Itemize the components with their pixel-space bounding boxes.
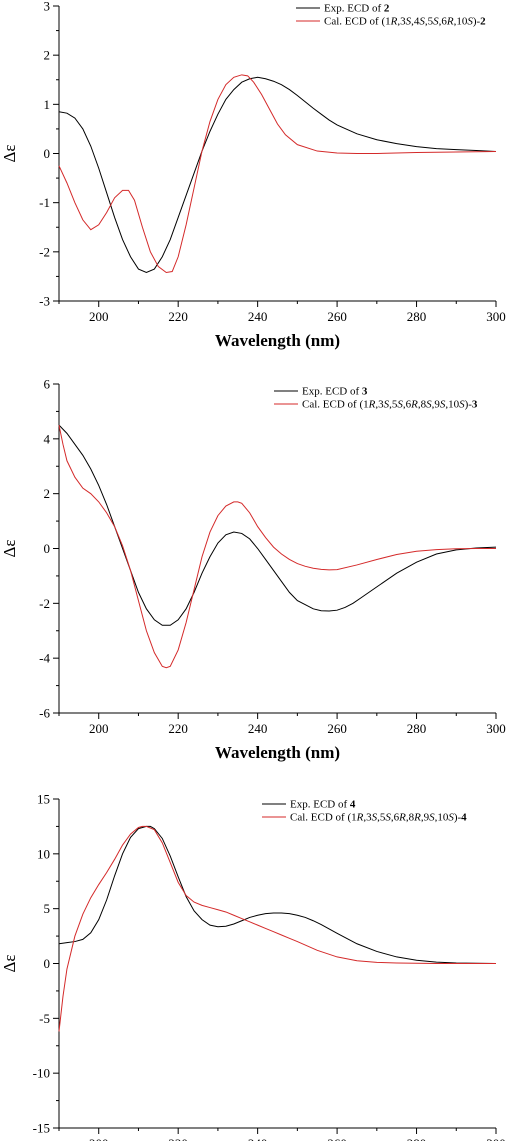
x-axis-title: Wavelength (nm) <box>215 331 340 350</box>
legend-entry-2: Cal. ECD of (1R,3S,4S,5S,6R,10S)-2 <box>324 16 486 28</box>
y-tick-label: 10 <box>37 846 50 861</box>
y-tick-label: -5 <box>39 1011 50 1026</box>
y-tick-label: 4 <box>44 431 51 446</box>
x-tick-label: 200 <box>89 1136 109 1141</box>
x-tick-label: 260 <box>327 721 347 736</box>
y-tick-label: 0 <box>44 956 51 971</box>
x-tick-label: 240 <box>248 309 268 324</box>
x-tick-label: 300 <box>486 721 506 736</box>
series-line-2 <box>58 425 496 669</box>
y-tick-label: -2 <box>39 244 50 259</box>
y-tick-label: -4 <box>39 651 50 666</box>
chart-panel-2: 200 220 240 260 280 300 -6 -4 -2 0 2 4 6 Wavelength (… <box>0 377 506 763</box>
series-line-1 <box>58 76 497 274</box>
series-line-2 <box>58 74 497 274</box>
x-tick-label: 300 <box>486 309 506 324</box>
y-tick-label: 15 <box>37 792 50 807</box>
legend-entry-1: Exp. ECD of 2 <box>324 3 390 15</box>
y-tick-label: 5 <box>44 901 51 916</box>
legend-entry-2: Cal. ECD of (1R,3S,5S,6R,8S,9S,10S)-3 <box>302 399 478 411</box>
x-tick-label: 240 <box>248 1136 268 1141</box>
y-tick-label: 0 <box>44 541 51 556</box>
y-axis-title: Δε <box>0 144 19 162</box>
y-tick-label: 0 <box>44 146 51 161</box>
legend-entry-2: Cal. ECD of (1R,3S,5S,6R,8R,9S,10S)-4 <box>290 812 467 824</box>
x-tick-label: 280 <box>407 721 427 736</box>
series-line-1 <box>58 424 497 626</box>
chart-panel-1: 200 220 240 260 280 300 -3 -2 -1 0 1 2 3 Wavelength (… <box>0 0 506 350</box>
y-tick-label: 2 <box>44 486 51 501</box>
chart-panel-3: 200220240260280300-15-10-5051015Waveleng… <box>0 792 506 1141</box>
x-tick-label: 300 <box>486 1136 506 1141</box>
y-tick-label: -2 <box>39 596 50 611</box>
y-tick-label: -15 <box>33 1121 50 1136</box>
y-tick-label: -6 <box>39 706 50 721</box>
y-tick-label: 6 <box>44 377 51 392</box>
x-tick-label: 220 <box>168 309 188 324</box>
y-axis-title: Δε <box>0 539 19 557</box>
x-tick-label: 260 <box>327 309 347 324</box>
y-tick-label: 1 <box>44 97 51 112</box>
x-tick-label: 220 <box>168 721 188 736</box>
x-tick-label: 260 <box>327 1136 347 1141</box>
y-tick-label: -10 <box>33 1066 50 1081</box>
legend-entry-1: Exp. ECD of 3 <box>302 386 368 398</box>
y-tick-label: -1 <box>39 195 50 210</box>
legend-entry-1: Exp. ECD of 4 <box>290 799 356 811</box>
x-tick-label: 240 <box>248 721 268 736</box>
y-tick-label: 2 <box>44 48 51 63</box>
x-tick-label: 220 <box>168 1136 188 1141</box>
series-line-2 <box>58 825 496 1032</box>
x-tick-label: 280 <box>407 1136 427 1141</box>
x-axis-title: Wavelength (nm) <box>215 743 340 762</box>
y-tick-label: -3 <box>39 294 50 309</box>
y-axis-title: Δε <box>0 954 19 972</box>
series-line-1 <box>58 825 497 964</box>
x-tick-label: 200 <box>89 721 109 736</box>
y-tick-label: 3 <box>44 0 51 14</box>
x-tick-label: 280 <box>407 309 427 324</box>
x-tick-label: 200 <box>89 309 109 324</box>
